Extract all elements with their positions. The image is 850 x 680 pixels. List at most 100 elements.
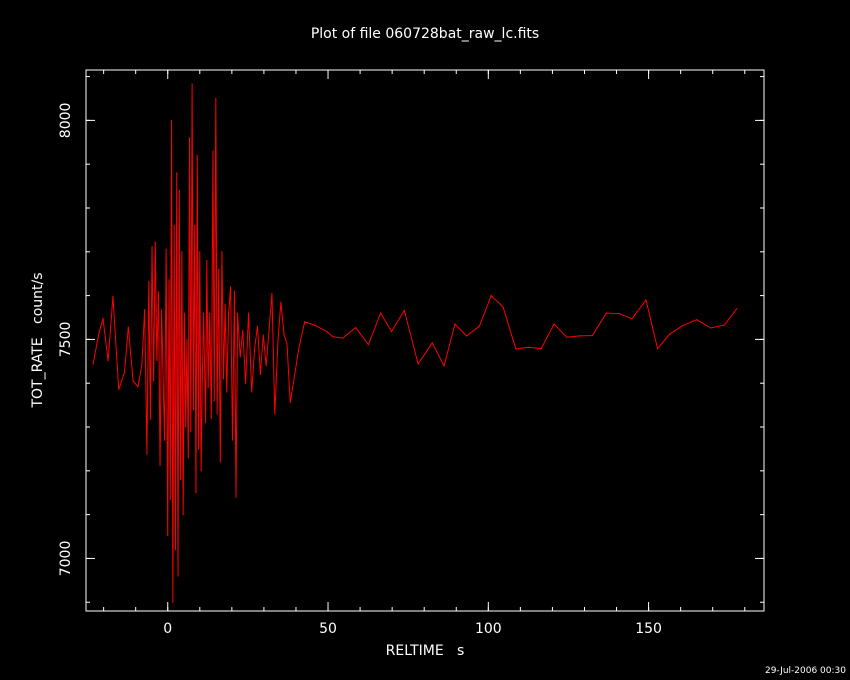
x-axis-label: RELTIME s (386, 643, 465, 659)
data-point (251, 391, 253, 393)
data-point (186, 338, 188, 340)
data-point (326, 330, 328, 333)
data-point (153, 380, 155, 382)
data-point (92, 363, 94, 365)
x-tick-label: 100 (475, 621, 502, 637)
data-point (490, 295, 492, 297)
data-point (98, 331, 100, 333)
data-point (170, 119, 173, 121)
data-point (736, 308, 738, 310)
y-tick-label: 7000 (58, 541, 74, 577)
data-point (283, 334, 285, 336)
data-point (151, 245, 153, 248)
data-point (156, 359, 158, 362)
data-point (182, 514, 184, 516)
data-point (454, 323, 456, 325)
data-point (553, 323, 555, 325)
data-point (239, 356, 241, 358)
data-point (403, 309, 405, 312)
series-line (92, 84, 738, 603)
data-point (390, 330, 393, 333)
y-axis-label: TOT_RATE count/s (30, 272, 46, 408)
data-point (515, 348, 517, 350)
data-point (206, 259, 208, 262)
data-point (280, 301, 282, 303)
data-point (271, 292, 273, 295)
data-point (159, 464, 161, 467)
data-point (645, 299, 647, 301)
data-point (274, 413, 276, 415)
data-point (314, 324, 316, 326)
data-point (118, 388, 120, 390)
data-point (656, 348, 659, 350)
data-point (342, 337, 344, 339)
data-point (235, 496, 237, 498)
data-point (201, 373, 203, 376)
data-point (194, 224, 196, 227)
data-point (148, 280, 150, 283)
data-point (417, 363, 419, 365)
data-point (169, 498, 171, 500)
data-point (443, 365, 445, 367)
data-point (222, 378, 225, 380)
data-point (631, 318, 633, 320)
x-tick-label: 50 (319, 621, 337, 637)
data-point (540, 348, 542, 350)
data-point (172, 601, 174, 603)
data-point (132, 380, 134, 382)
data-point (218, 268, 220, 270)
data-point (149, 418, 152, 420)
data-point (355, 326, 357, 329)
data-point (168, 279, 170, 281)
series-points (92, 83, 738, 603)
data-point (137, 386, 139, 388)
data-point (681, 325, 683, 327)
data-point (204, 422, 207, 424)
data-point (183, 312, 186, 314)
data-point (618, 312, 620, 315)
data-point (178, 189, 180, 192)
data-point (167, 535, 169, 537)
data-point (431, 342, 433, 344)
data-point (187, 457, 189, 459)
data-point (245, 382, 247, 384)
data-point (566, 336, 568, 338)
data-point (212, 150, 214, 152)
data-point (179, 478, 182, 481)
data-point (196, 154, 198, 157)
footer-timestamp: 29-Jul-2006 00:30 (765, 666, 846, 676)
data-point (112, 295, 114, 298)
data-point (465, 335, 468, 337)
data-point (195, 492, 197, 494)
data-point (710, 327, 712, 329)
data-point (237, 312, 239, 314)
data-point (247, 312, 250, 314)
data-point (173, 224, 175, 227)
data-point (102, 317, 104, 319)
data-point (286, 343, 288, 345)
data-point (233, 290, 236, 292)
data-point (157, 291, 160, 293)
data-point (242, 330, 244, 332)
data-point (190, 430, 192, 432)
data-point (478, 325, 480, 327)
data-point (107, 360, 109, 362)
data-point (256, 325, 259, 327)
data-point (127, 326, 129, 328)
data-point (177, 575, 179, 577)
x-tick-label: 150 (635, 621, 662, 637)
data-point (591, 334, 594, 337)
data-point (210, 417, 212, 419)
data-point (219, 461, 221, 463)
y-tick-label: 8000 (58, 103, 74, 139)
data-point (228, 312, 230, 314)
data-point (163, 439, 166, 441)
data-point (298, 347, 300, 349)
data-point (215, 97, 217, 100)
data-point (144, 309, 146, 311)
data-point (254, 347, 256, 349)
data-point (669, 333, 671, 335)
data-point (304, 321, 306, 323)
data-point (605, 312, 607, 314)
